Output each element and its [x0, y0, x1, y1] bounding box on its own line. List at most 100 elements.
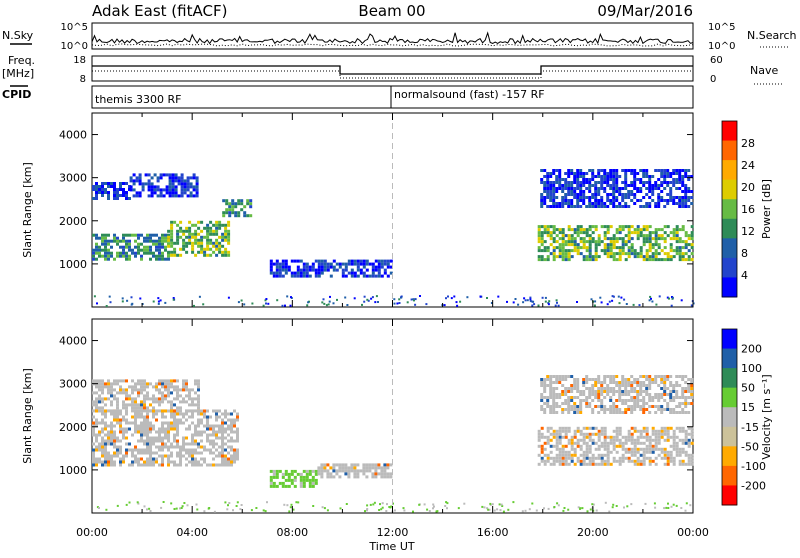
scatter-cell: [353, 262, 357, 266]
scatter-cell: [552, 202, 556, 205]
speckle-cell: [533, 303, 536, 306]
scatter-cell: [600, 405, 604, 408]
scatter-cell: [191, 223, 195, 227]
scatter-cell: [92, 251, 95, 255]
scatter-cell: [585, 187, 589, 190]
scatter-cell: [606, 408, 610, 411]
scatter-cell: [293, 259, 297, 263]
scatter-cell: [672, 396, 676, 399]
scatter-cell: [639, 432, 643, 436]
scatter-cell: [197, 232, 201, 236]
scatter-cell: [678, 249, 682, 253]
speckle-cell: [608, 510, 611, 513]
scatter-cell: [170, 460, 173, 464]
scatter-cell: [224, 454, 227, 458]
scatter-cell: [540, 435, 544, 439]
scatter-cell: [374, 466, 378, 470]
colorbar-tick-label: 12: [741, 225, 755, 238]
scatter-cell: [633, 169, 637, 172]
speckle-cell: [339, 507, 342, 510]
scatter-region: [540, 375, 694, 414]
scatter-cell: [161, 412, 164, 416]
scatter-cell: [540, 381, 544, 384]
scatter-cell: [687, 402, 691, 405]
scatter-cell: [690, 258, 694, 262]
scatter-cell: [113, 382, 116, 386]
scatter-cell: [570, 447, 574, 451]
x-tick-label: 00:00: [677, 526, 709, 539]
scatter-cell: [573, 384, 577, 387]
scatter-cell: [663, 237, 667, 241]
scatter-cell: [212, 439, 215, 443]
scatter-cell: [633, 193, 637, 196]
scatter-cell: [167, 400, 170, 404]
scatter-cell: [308, 274, 312, 278]
scatter-cell: [633, 390, 637, 393]
scatter-cell: [576, 205, 580, 208]
scatter-cell: [597, 378, 601, 381]
scatter-cell: [618, 205, 622, 208]
scatter-cell: [185, 409, 188, 413]
scatter-cell: [540, 459, 544, 463]
scatter-cell: [138, 191, 142, 195]
scatter-cell: [609, 252, 613, 256]
scatter-cell: [636, 378, 640, 381]
scatter-cell: [174, 173, 178, 177]
scatter-cell: [179, 409, 182, 413]
scatter-cell: [176, 232, 180, 236]
scatter-cell: [561, 444, 565, 448]
scatter-cell: [684, 429, 688, 433]
scatter-cell: [612, 190, 616, 193]
scatter-cell: [159, 173, 163, 177]
scatter-cell: [164, 409, 167, 413]
speckle-cell: [488, 508, 491, 511]
scatter-cell: [155, 400, 158, 404]
scatter-cell: [158, 248, 161, 252]
scatter-cell: [582, 426, 586, 430]
speckle-cell: [108, 295, 111, 298]
scatter-cell: [648, 184, 652, 187]
scatter-cell: [684, 258, 688, 262]
scatter-cell: [675, 172, 679, 175]
scatter-cell: [642, 205, 646, 208]
scatter-cell: [170, 409, 173, 413]
scatter-cell: [549, 181, 553, 184]
scatter-cell: [657, 384, 661, 387]
scatter-cell: [639, 228, 643, 232]
scatter-cell: [642, 396, 646, 399]
scatter-cell: [224, 223, 228, 227]
scatter-cell: [206, 253, 210, 257]
speckle-cell: [196, 508, 199, 511]
scatter-cell: [636, 450, 640, 454]
scatter-cell: [167, 382, 170, 386]
scatter-cell: [636, 438, 640, 442]
scatter-cell: [651, 381, 655, 384]
scatter-cell: [591, 178, 595, 181]
scatter-cell: [549, 234, 553, 238]
scatter-cell: [594, 246, 598, 250]
scatter-cell: [561, 402, 565, 405]
scatter-cell: [371, 475, 375, 479]
scatter-cell: [194, 253, 198, 257]
scatter-cell: [660, 405, 664, 408]
scatter-cell: [642, 390, 646, 393]
scatter-cell: [537, 444, 541, 448]
scatter-cell: [549, 193, 553, 196]
scatter-cell: [197, 250, 201, 254]
scatter-cell: [669, 408, 673, 411]
scatter-cell: [224, 415, 227, 419]
scatter-cell: [221, 238, 225, 242]
scatter-cell: [678, 429, 682, 433]
scatter-cell: [555, 447, 559, 451]
speckle-cell: [466, 296, 469, 299]
scatter-cell: [227, 457, 230, 461]
scatter-cell: [627, 255, 631, 259]
scatter-cell: [558, 202, 562, 205]
scatter-cell: [564, 172, 568, 175]
scatter-cell: [552, 196, 556, 199]
scatter-cell: [185, 451, 188, 455]
scatter-cell: [639, 405, 643, 408]
scatter-cell: [299, 271, 303, 275]
scatter-cell: [269, 271, 273, 275]
scatter-cell: [140, 415, 143, 419]
